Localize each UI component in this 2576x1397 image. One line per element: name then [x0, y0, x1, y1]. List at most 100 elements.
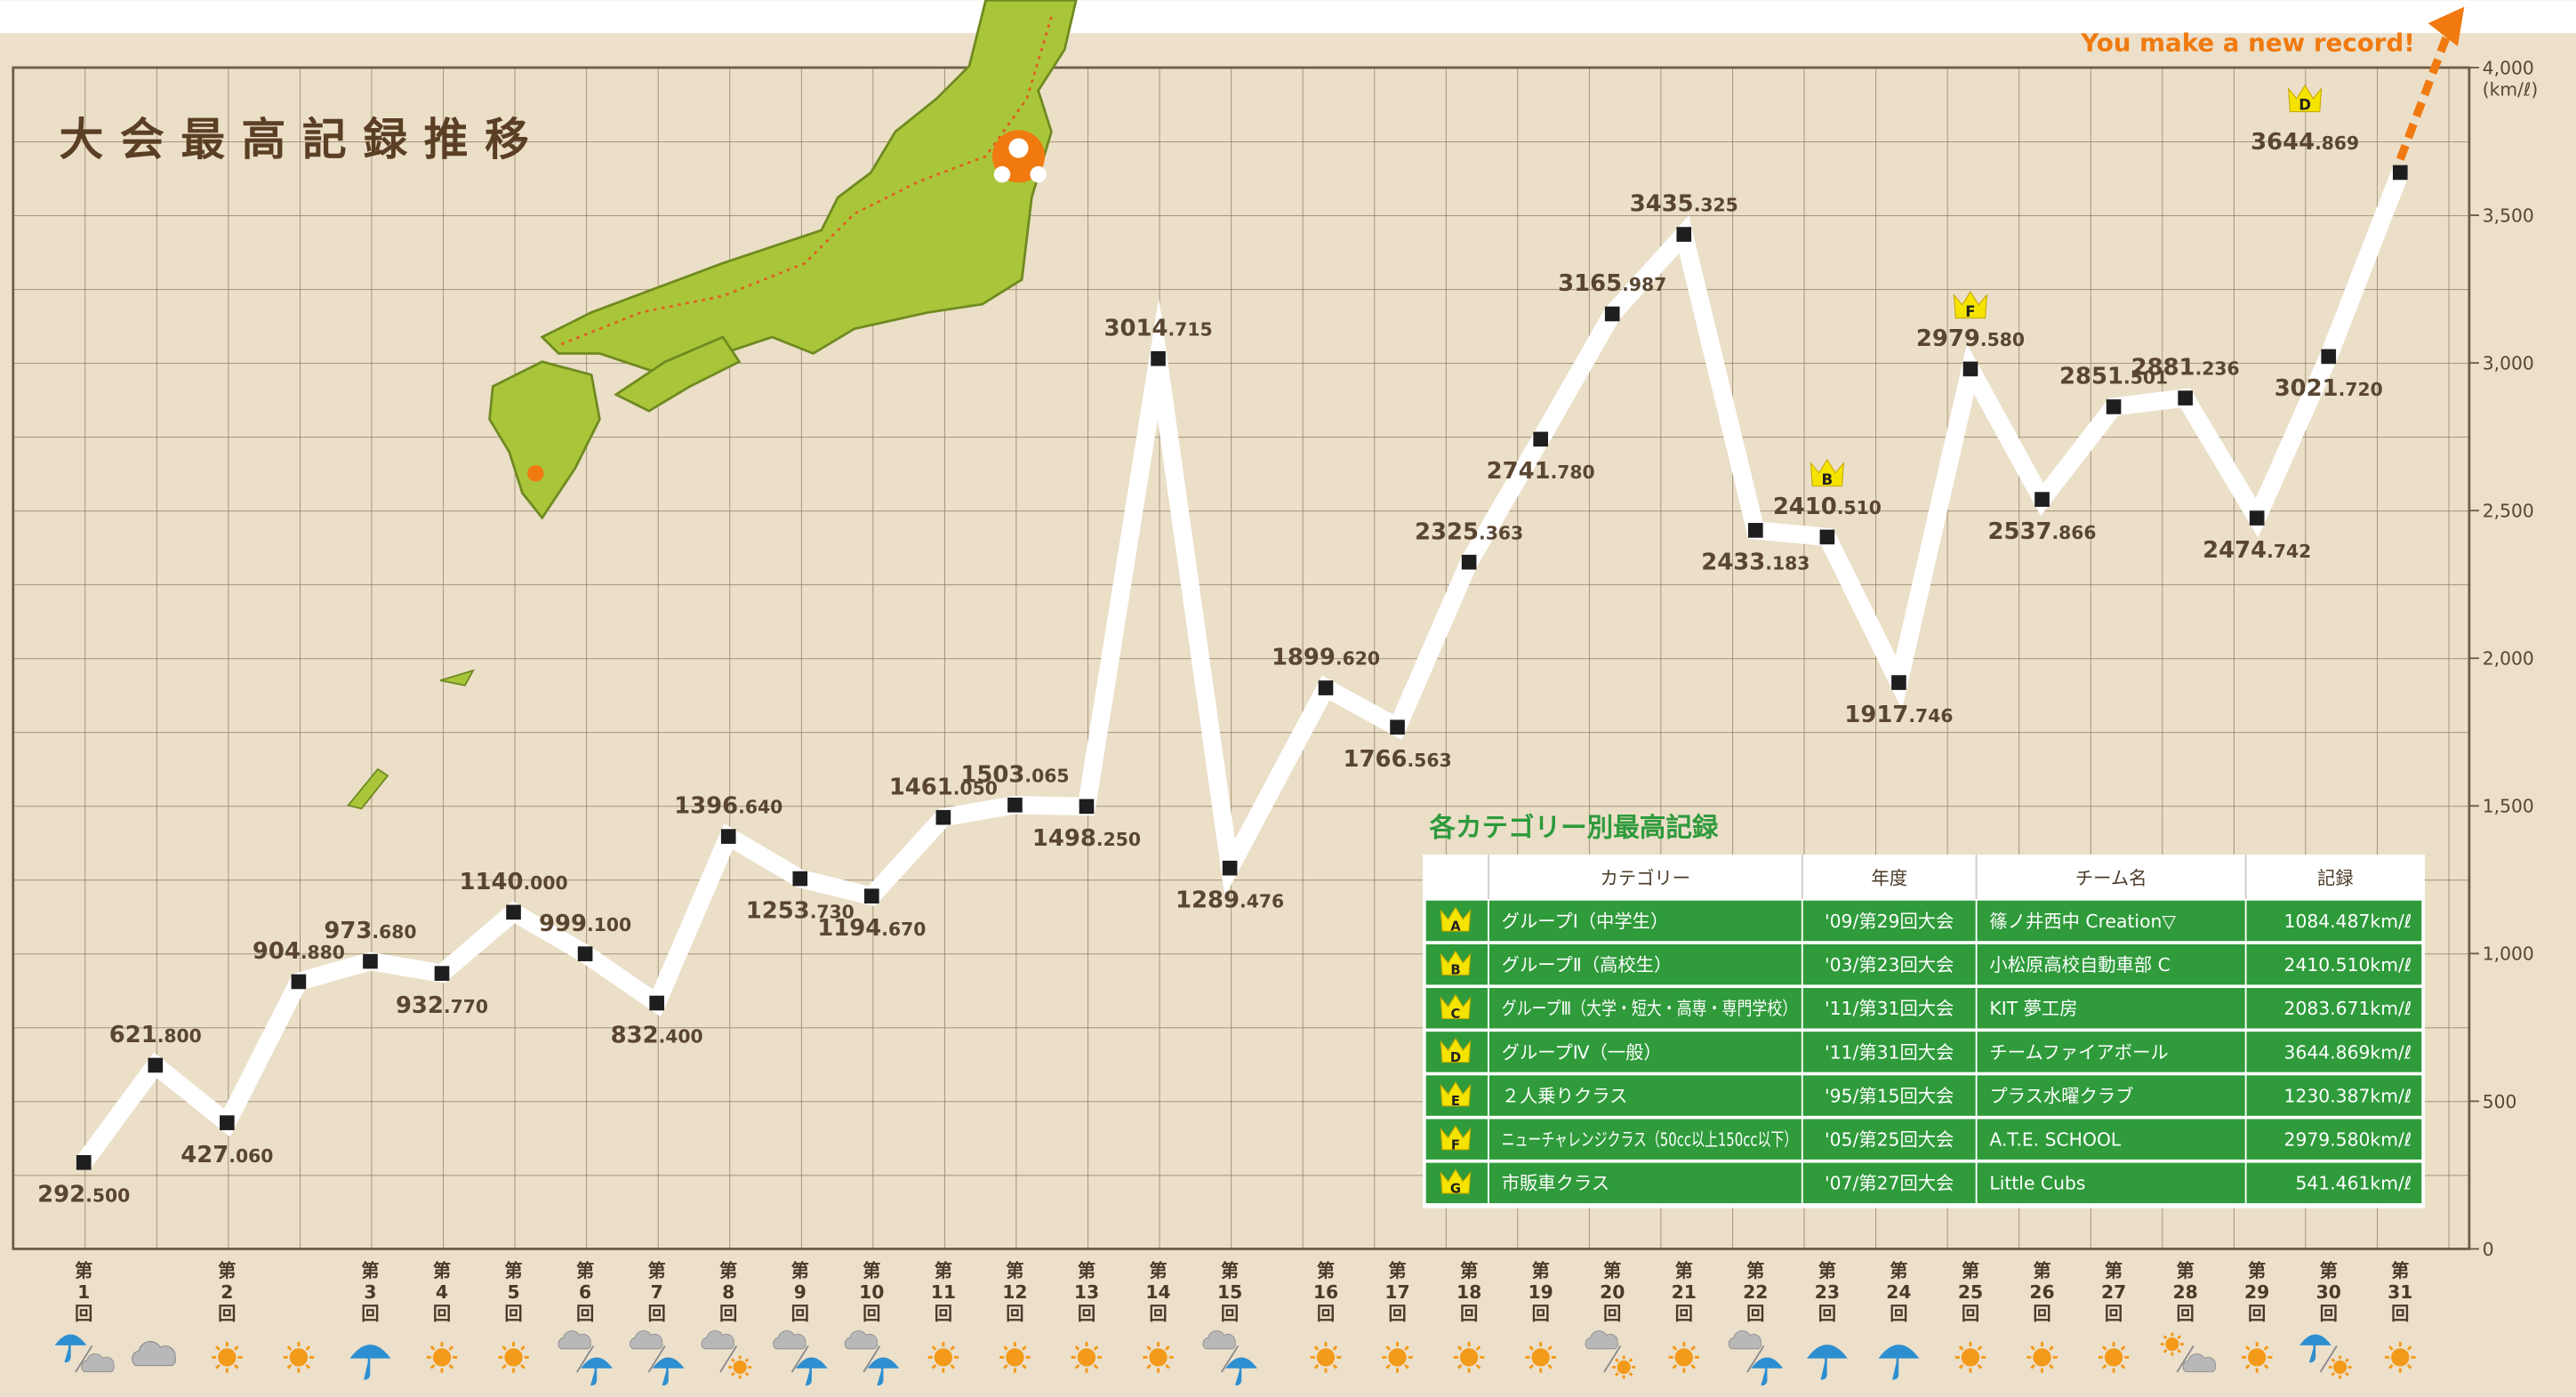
weather-sun — [1954, 1342, 1986, 1373]
x-tick-label: 第 11 回 — [931, 1260, 956, 1324]
weather-umbrella — [581, 1357, 613, 1386]
sun-ray — [1475, 1345, 1481, 1351]
x-tick-label: 第 27 回 — [2101, 1260, 2126, 1324]
table-cell: '95/第15回大会 — [1825, 1085, 1954, 1106]
sun-ray — [2406, 1363, 2412, 1369]
marker — [720, 829, 736, 844]
weather-slash — [2176, 1345, 2195, 1373]
weather-slash — [719, 1345, 738, 1373]
value-label: 2741.780 — [1487, 458, 1595, 485]
table-letter: A — [1450, 919, 1461, 935]
table-cell: グループⅠ（中学生） — [1502, 911, 1669, 932]
marker — [1079, 799, 1095, 815]
value-label: 904.880 — [253, 938, 345, 965]
table-header: チーム名 — [2075, 867, 2147, 888]
x-tick-label: 第 31 回 — [2387, 1260, 2412, 1324]
sun-ray — [1146, 1345, 1152, 1351]
weather-slash — [1746, 1345, 1765, 1373]
y-tick-label: 0 — [2483, 1239, 2494, 1260]
crown-letter: F — [1965, 303, 1975, 320]
sun-core — [1316, 1348, 1336, 1367]
crown — [1440, 993, 1472, 1019]
value-label: 2474.742 — [2203, 537, 2311, 564]
value-label: 3165.987 — [1558, 270, 1666, 297]
value-label: 999.100 — [539, 911, 631, 937]
sun-core — [2248, 1348, 2267, 1367]
value-label: 427.060 — [181, 1142, 273, 1168]
sun-core — [1961, 1348, 1980, 1367]
sun-core — [289, 1348, 309, 1367]
sun-ray — [502, 1345, 507, 1351]
weather-cloud — [1202, 1330, 1236, 1350]
sun-ray — [448, 1363, 454, 1369]
sun-ray — [1977, 1345, 1983, 1351]
chart-title: 大会最高記録推移 — [60, 114, 546, 165]
sun-ray — [744, 1371, 750, 1377]
x-tick-label: 第 24 回 — [1886, 1260, 1911, 1324]
weather-sun — [212, 1342, 243, 1373]
table-cell: KIT 夢工房 — [1989, 998, 2077, 1019]
marker — [1390, 719, 1405, 735]
crown — [1440, 1081, 1472, 1107]
table-cell: プラス水曜クラブ — [1989, 1085, 2133, 1106]
sun-core — [2033, 1348, 2051, 1367]
crown — [1440, 950, 1472, 975]
weather-sun — [2160, 1332, 2184, 1356]
sun-ray — [950, 1345, 956, 1351]
value-label: 1140.000 — [459, 869, 567, 895]
sun-ray — [1958, 1363, 1964, 1369]
weather-sun — [1382, 1342, 1413, 1373]
y-tick-label: 1,500 — [2483, 796, 2534, 817]
sun-ray — [1074, 1345, 1080, 1351]
x-tick-label: 第 23 回 — [1815, 1260, 1840, 1324]
sun-ray — [1003, 1363, 1008, 1369]
value-label: 932.770 — [396, 992, 488, 1019]
sun-ray — [429, 1363, 436, 1369]
weather-umbrella — [1751, 1357, 1784, 1386]
value-label: 621.800 — [109, 1022, 202, 1048]
sun-core — [2104, 1348, 2123, 1367]
value-label: 1461.050 — [889, 774, 998, 800]
value-label: 1503.065 — [960, 761, 1069, 788]
marker — [2178, 390, 2193, 405]
marker — [76, 1154, 92, 1170]
table-cell: Little Cubs — [1989, 1173, 2085, 1194]
sun-ray — [1958, 1345, 1964, 1351]
marker — [1222, 860, 1238, 876]
y-tick-label: 1,000 — [2483, 943, 2534, 965]
marker — [1676, 227, 1692, 242]
sun-ray — [1404, 1345, 1409, 1351]
x-tick-label: 第 14 回 — [1145, 1260, 1170, 1324]
sun-core — [1006, 1348, 1024, 1367]
sun-ray — [2163, 1335, 2168, 1340]
crown-letter: B — [1822, 471, 1834, 488]
sun-ray — [2388, 1363, 2394, 1369]
sun-ray — [1332, 1345, 1338, 1351]
weather-sun — [1525, 1342, 1556, 1373]
weather-slash — [790, 1345, 809, 1373]
sun-ray — [2331, 1358, 2336, 1363]
sun-core — [1388, 1348, 1407, 1367]
table-cell: 3644.869km/ℓ — [2284, 1041, 2412, 1063]
sun-ray — [2049, 1363, 2054, 1369]
marker — [220, 1115, 235, 1130]
marker — [291, 974, 307, 990]
sun-ray — [1614, 1358, 1619, 1363]
weather-sun — [283, 1342, 315, 1373]
sun-core — [1617, 1360, 1631, 1375]
sun-ray — [1614, 1371, 1619, 1377]
marker — [935, 809, 951, 825]
table-row — [1425, 1119, 2422, 1160]
weather-cloud — [773, 1330, 807, 1350]
marker — [2106, 399, 2122, 414]
sun-ray — [1628, 1358, 1633, 1363]
sun-ray — [1332, 1363, 1338, 1369]
table-row — [1425, 943, 2422, 985]
sun-ray — [1313, 1363, 1320, 1369]
marker — [2321, 349, 2337, 365]
value-label: 2410.510 — [1773, 494, 1882, 520]
table-cell: グループⅡ（高校生） — [1502, 954, 1673, 975]
sun-core — [1077, 1348, 1096, 1367]
x-tick-label: 第 28 回 — [2173, 1260, 2198, 1324]
